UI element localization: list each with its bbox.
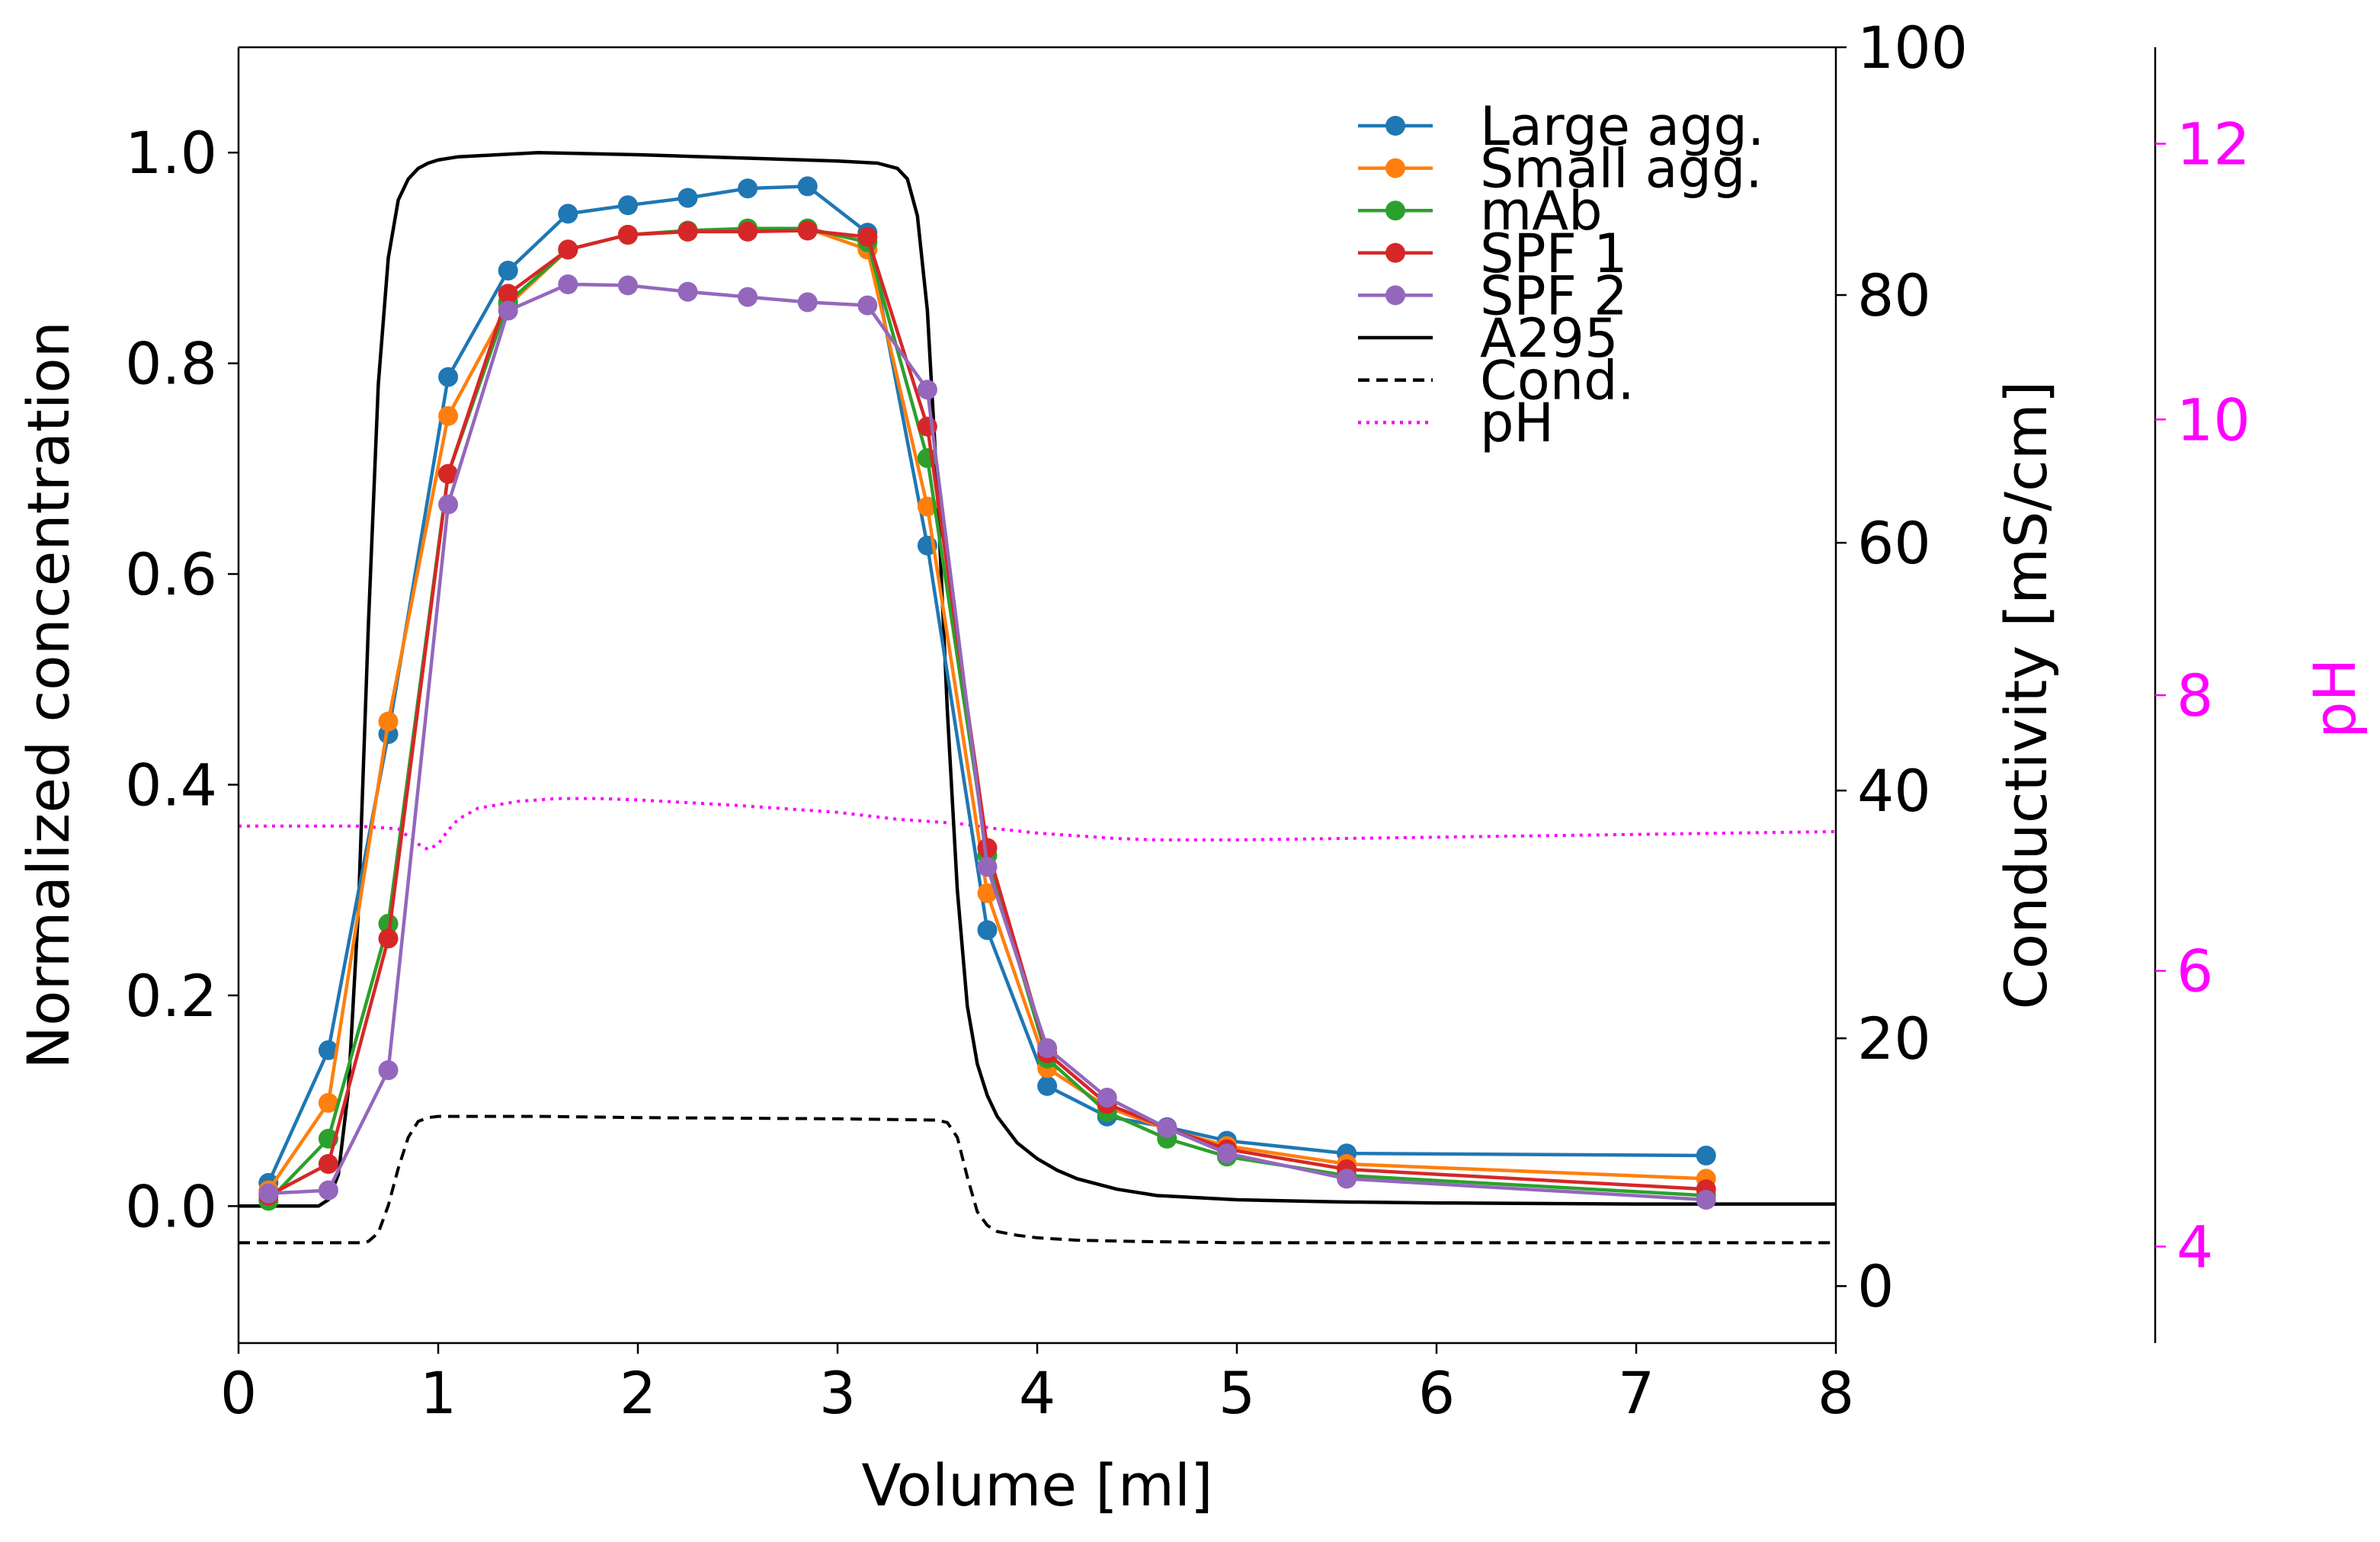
- y-tick-label: 0.0: [125, 1172, 217, 1240]
- data-point-spf-2: [738, 287, 758, 307]
- legend-marker-large-agg: [1385, 116, 1405, 136]
- data-point-large-agg: [498, 261, 518, 281]
- data-point-small-agg: [378, 711, 399, 732]
- data-point-spf-1: [318, 1154, 338, 1174]
- data-point-spf-1: [977, 838, 998, 858]
- y-axis-label: Normalized concentration: [14, 321, 82, 1069]
- legend-marker-spf-2: [1385, 285, 1405, 306]
- y2-tick-label: 100: [1857, 14, 1968, 82]
- y3-axis-label: pH: [2301, 658, 2369, 738]
- lines-layer: [239, 150, 1837, 1245]
- y-tick-label: 1.0: [125, 119, 217, 187]
- y2-tick-label: 20: [1857, 1005, 1931, 1072]
- legend-marker-mab: [1385, 200, 1405, 221]
- y3-tick-label: 6: [2177, 938, 2213, 1005]
- y-tick-label: 0.8: [125, 330, 217, 398]
- y3-tick-label: 10: [2177, 386, 2250, 454]
- data-point-spf-2: [1097, 1088, 1117, 1108]
- x-tick-label: 0: [220, 1359, 257, 1427]
- data-point-spf-2: [677, 281, 698, 302]
- y-tick-label: 0.6: [125, 540, 217, 608]
- data-point-spf-1: [797, 220, 818, 241]
- data-point-spf-2: [498, 300, 518, 321]
- legend-label-spf-2: SPF 2: [1480, 264, 1628, 327]
- y2-tick-label: 80: [1857, 261, 1931, 329]
- legend-marker-spf-1: [1385, 242, 1405, 263]
- legend-label-large-agg: Large agg.: [1480, 95, 1764, 158]
- data-point-spf-1: [438, 463, 459, 484]
- data-point-spf-2: [917, 380, 937, 400]
- x-tick-label: 1: [420, 1359, 456, 1427]
- y-tick-label: 0.2: [125, 962, 217, 1030]
- data-point-small-agg: [318, 1092, 338, 1113]
- x-axis-label: Volume [ml]: [861, 1451, 1212, 1519]
- data-point-spf-2: [318, 1180, 338, 1201]
- data-point-spf-2: [1157, 1118, 1177, 1138]
- x-tick-label: 5: [1219, 1359, 1255, 1427]
- data-point-spf-2: [977, 857, 998, 877]
- data-point-large-agg: [617, 195, 638, 216]
- data-point-spf-2: [1216, 1143, 1237, 1164]
- data-point-large-agg: [677, 188, 698, 208]
- data-point-spf-2: [857, 295, 878, 316]
- data-point-large-agg: [1037, 1076, 1058, 1096]
- data-point-spf-1: [498, 284, 518, 304]
- data-point-large-agg: [558, 204, 578, 224]
- legend-label-a295: A295: [1480, 307, 1619, 370]
- x-tick-label: 8: [1818, 1359, 1854, 1427]
- data-point-large-agg: [738, 178, 758, 199]
- series-line-cond: [239, 1114, 1836, 1245]
- data-point-spf-1: [617, 225, 638, 245]
- x-tick-label: 2: [620, 1359, 656, 1427]
- data-point-spf-2: [1037, 1038, 1058, 1058]
- data-point-spf-1: [558, 239, 578, 260]
- data-point-large-agg: [318, 1040, 338, 1060]
- data-point-spf-2: [378, 1060, 399, 1080]
- y-tick-label: 0.4: [125, 751, 217, 819]
- data-point-spf-1: [677, 221, 698, 242]
- data-point-large-agg: [797, 176, 818, 197]
- data-point-small-agg: [438, 406, 459, 426]
- x-tick-label: 6: [1418, 1359, 1455, 1427]
- data-point-spf-2: [438, 494, 459, 515]
- y3-tick-label: 4: [2177, 1213, 2213, 1281]
- legend-label-small-agg: Small agg.: [1480, 138, 1763, 200]
- data-point-large-agg: [1696, 1146, 1716, 1165]
- y2-tick-label: 40: [1857, 757, 1931, 825]
- ticks-layer: 0 1 2 3 4 5 6 7 80.00.20.40.60.81.00204060801004…: [125, 14, 2250, 1427]
- legend-label-ph: pH: [1480, 392, 1554, 454]
- data-point-mab: [378, 913, 399, 934]
- data-point-spf-1: [738, 221, 758, 242]
- series-line-ph: [239, 797, 1837, 851]
- data-point-spf-1: [857, 226, 878, 247]
- y2-tick-label: 60: [1857, 509, 1931, 577]
- y3-tick-label: 12: [2177, 111, 2250, 178]
- data-point-spf-2: [258, 1183, 279, 1204]
- x-tick-label: 4: [1019, 1359, 1055, 1427]
- legend-label-cond: Cond.: [1480, 350, 1635, 412]
- data-point-spf-2: [617, 275, 638, 296]
- series-line-a295: [239, 150, 1836, 1208]
- data-point-large-agg: [438, 367, 459, 387]
- data-point-spf-2: [1337, 1169, 1357, 1189]
- x-tick-label: 3: [819, 1359, 856, 1427]
- data-point-spf-2: [797, 292, 818, 313]
- x-tick-label: 7: [1618, 1359, 1654, 1427]
- y2-axis-label: Conductivity [mS/cm]: [1992, 381, 2060, 1010]
- data-point-spf-2: [1696, 1190, 1716, 1210]
- legend-label-spf-1: SPF 1: [1480, 223, 1628, 285]
- data-point-small-agg: [977, 883, 998, 903]
- data-point-spf-2: [558, 274, 578, 294]
- legend-marker-small-agg: [1385, 158, 1405, 178]
- legend-label-mab: mAb: [1480, 180, 1603, 242]
- data-point-large-agg: [977, 920, 998, 941]
- y3-tick-label: 8: [2177, 662, 2213, 729]
- y2-tick-label: 0: [1857, 1252, 1894, 1320]
- data-point-spf-1: [378, 928, 399, 949]
